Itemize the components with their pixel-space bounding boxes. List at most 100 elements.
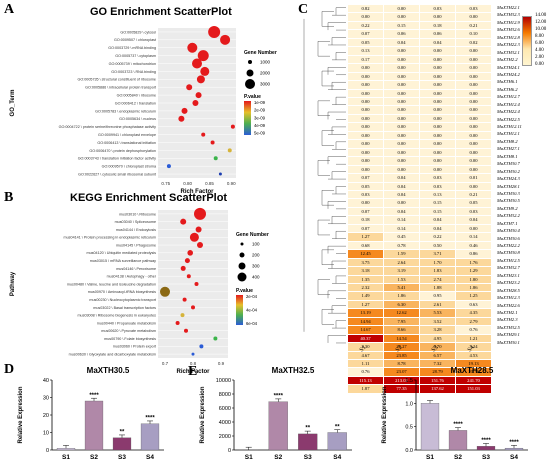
- legend-size-label: 200: [252, 253, 260, 258]
- heatmap-cell: 0.07: [347, 29, 384, 39]
- x-tick-label: S2: [90, 454, 98, 461]
- scale-label-12: 12.00: [535, 20, 547, 25]
- heatmap-row: 3.75 2.64 1.70 1.76: [347, 257, 492, 268]
- heatmap-cell: 1.53: [383, 274, 420, 284]
- heatmap-cell: 0.03: [347, 189, 384, 200]
- heatmap-row: 0.18 0.14 0.04 0.04: [347, 215, 492, 225]
- heatmap-cell: 0.00: [347, 12, 384, 22]
- heatmap-cell: 0.05: [455, 198, 492, 208]
- bar: [298, 433, 318, 451]
- bar: [84, 400, 104, 451]
- gene-label: MaXTH9.2: [497, 205, 518, 211]
- data-point: [187, 42, 198, 53]
- term-label: mus04141 \ Protein processing in endopla…: [64, 236, 156, 240]
- data-point: [160, 286, 170, 297]
- heatmap-cell: 6.30: [383, 299, 420, 310]
- heatmap-cell: 0.04: [419, 215, 456, 225]
- heatmap-cell: 3.28: [419, 325, 456, 335]
- y-tick-label: 1.0: [405, 401, 413, 407]
- heatmap-cell: 0.00: [347, 130, 384, 141]
- heatmap-cell: 0.00: [455, 96, 492, 107]
- heatmap-cell: 0.00: [347, 88, 384, 99]
- heatmap-cell: 0.00: [383, 3, 420, 14]
- data-point: [199, 344, 204, 349]
- heatmap-row: 0.00 0.00 0.00 0.00: [347, 139, 492, 149]
- y-tick-label: 0.0: [405, 448, 413, 454]
- heatmap-cell: 0.68: [347, 240, 384, 251]
- gene-label: MaXTH12.7: [497, 94, 520, 100]
- heatmap-row: 1.11 8.78 7.32 19.13: [347, 359, 492, 369]
- kegg-title: KEGG Enrichment ScatterPlot: [70, 192, 228, 204]
- legend-size-dot: [245, 79, 255, 89]
- data-point: [220, 34, 231, 45]
- heatmap-row: 0.00 0.00 0.00 0.00: [347, 122, 492, 132]
- gene-label: MaXTH12.11: [497, 124, 522, 129]
- heatmap-cell: 0.06: [383, 29, 420, 39]
- heatmap-cell: 0.03: [419, 181, 456, 191]
- y-tick-label: 0: [228, 448, 231, 454]
- y-axis-label: Relative Expression: [200, 386, 206, 443]
- legend-color-label: 1e-09: [254, 100, 266, 105]
- panel-label-b: B: [4, 190, 14, 205]
- gene-label: MaXTH30.7: [497, 161, 520, 167]
- significance-label: ****: [481, 438, 491, 444]
- gene-label: MaXTH28.5: [497, 287, 520, 293]
- x-tick-label: S4: [510, 454, 518, 461]
- heatmap-cell: 0.07: [347, 223, 384, 234]
- heatmap-cell: 0.00: [455, 63, 492, 73]
- scale-label-10: 10.00: [535, 27, 547, 32]
- heatmap-row: 1.35 1.53 2.74 1.80: [347, 274, 492, 284]
- x-tick-label: S3: [482, 454, 490, 461]
- heatmap-cell: 2.61: [419, 299, 456, 310]
- heatmap-cell: 5.41: [383, 282, 420, 293]
- gene-label: MaXTH30.4: [497, 228, 520, 234]
- scale-label-6: 6.00: [535, 41, 544, 46]
- gene-label: MaXTH22.6: [497, 302, 520, 308]
- bar-chart-f: MaXTH28.5 Relative Expression 0.0 0.5 1.0 1.5…: [382, 366, 528, 461]
- scale-label-max: 14.00: [535, 13, 547, 18]
- legend-color-title: P.value: [236, 288, 253, 294]
- chart-title: MaXTH30.5: [87, 366, 130, 375]
- heatmap-cell: 0.17: [347, 54, 384, 65]
- gene-label: MaXTH2.3: [497, 317, 518, 323]
- x-tick-label: 0.9: [218, 361, 225, 366]
- heatmap-cell: 0.00: [383, 198, 420, 208]
- heatmap-cell: 0.63: [455, 299, 492, 310]
- heatmap-cell: 2.79: [455, 316, 492, 327]
- data-point: [175, 320, 180, 325]
- term-label: mus04145 \ Phagosome: [116, 243, 156, 247]
- heatmap-row: 0.00 0.00 0.00 0.00: [347, 156, 492, 166]
- gene-label: MaXTH12.3: [497, 295, 520, 301]
- data-point: [197, 50, 209, 62]
- heatmap-cell: 0.04: [419, 37, 456, 48]
- term-label: GO:0003729 \ mRNA binding: [108, 46, 156, 50]
- gene-label: MaXTH7.1: [497, 220, 518, 226]
- heatmap-row: 12.45 1.59 3.71 0.86: [347, 249, 492, 259]
- y-tick-label: 2000: [219, 434, 231, 440]
- heatmap-cell: 0.05: [347, 37, 384, 48]
- term-label: mus00230 \ Nucleocytoplasmic transport: [89, 298, 156, 302]
- heatmap-cell: 6.57: [419, 350, 456, 361]
- gene-label: MaXTH24.1: [497, 64, 520, 70]
- gene-label: MaXTH6.1: [497, 79, 518, 85]
- heatmap-cell: 0.00: [455, 12, 492, 22]
- gene-label: MaXTH32.5: [497, 324, 520, 330]
- heatmap-cell: 0.00: [347, 113, 384, 124]
- heatmap-cell: 0.00: [347, 164, 384, 175]
- term-label: GO:0005829 \ cytosol: [120, 30, 156, 34]
- x-axis-label: Rich Factor: [176, 369, 210, 374]
- heatmap-row: 0.00 0.00 0.00 0.00: [347, 88, 492, 99]
- heatmap-cell: 0.00: [419, 96, 456, 107]
- term-label: mus04138 \ Autophagy - other: [107, 275, 157, 279]
- gene-label: MaXTH30.5: [497, 198, 520, 204]
- significance-label: ****: [145, 416, 155, 422]
- bar: [268, 401, 288, 451]
- x-tick-label: S1: [245, 454, 253, 461]
- data-point: [195, 92, 202, 99]
- term-label: mus00790 \ Folate biosynthesis: [104, 337, 156, 341]
- x-tick-label: S3: [304, 454, 312, 461]
- gene-label: MaXTH22.2: [497, 243, 520, 248]
- heatmap-cell: 0.15: [383, 20, 420, 31]
- y-axis-label: Relative Expression: [382, 386, 388, 443]
- data-point: [195, 226, 202, 233]
